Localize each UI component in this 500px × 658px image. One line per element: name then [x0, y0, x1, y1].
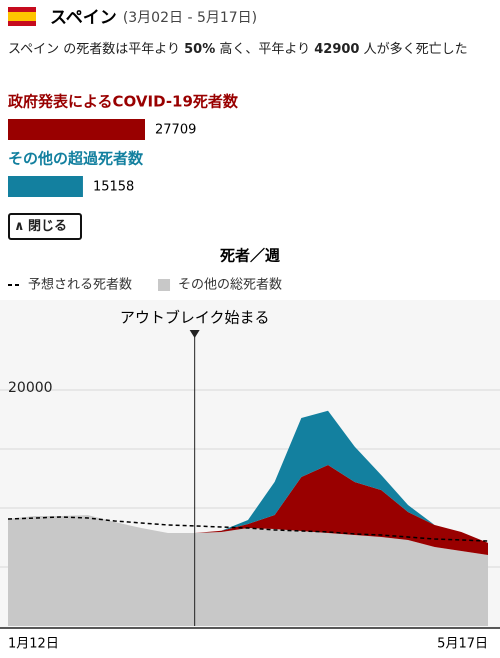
- area: [8, 515, 488, 626]
- caret-icon: ∧: [14, 219, 25, 234]
- bar-value: 15158: [93, 180, 134, 195]
- button-label: 閉じる: [28, 219, 68, 234]
- annotation-text: アウトブレイク始まる: [120, 309, 270, 327]
- summary: スペイン の死者数は平年より 50% 高く、平年より 42900 人が多く死亡し…: [8, 40, 496, 60]
- country-title: スペイン: [50, 8, 117, 28]
- summary-count: 42900: [314, 42, 360, 57]
- bar-value: 27709: [155, 123, 196, 138]
- close-button[interactable]: ∧ 閉じる: [8, 213, 82, 240]
- x-tick-label: 5月17日: [437, 637, 488, 652]
- summary-percent: 50%: [184, 42, 216, 57]
- annotation-marker: [189, 330, 200, 338]
- legend-label: 予想される死者数: [28, 277, 132, 293]
- legend-label: その他の総死者数: [178, 278, 282, 293]
- area: [8, 465, 488, 555]
- date-range: (3月02日 - 5月17日): [123, 10, 257, 26]
- bar-label: その他の超過死者数: [8, 150, 144, 168]
- summary-text: スペイン の死者数は平年より: [8, 42, 185, 57]
- excess-bar: [8, 176, 83, 197]
- y-tick-label: 20000: [8, 380, 53, 396]
- summary-text: 人が多く死亡した: [359, 42, 468, 57]
- line: [7, 516, 489, 542]
- plot: 20000 アウトブレイク始まる 1月12日 5月17日: [0, 309, 500, 652]
- chart-title: 死者／週: [219, 247, 280, 265]
- x-tick-label: 1月12日: [8, 637, 59, 652]
- legend: その他の総死者数 予想される死者数: [8, 277, 282, 293]
- bar-label: 政府発表によるCOVID-19死者数: [8, 93, 239, 111]
- flag: [8, 7, 36, 26]
- summary-text: 高く、平年より: [215, 42, 315, 57]
- excess-bar: [8, 119, 145, 140]
- legend-swatch: [158, 279, 171, 291]
